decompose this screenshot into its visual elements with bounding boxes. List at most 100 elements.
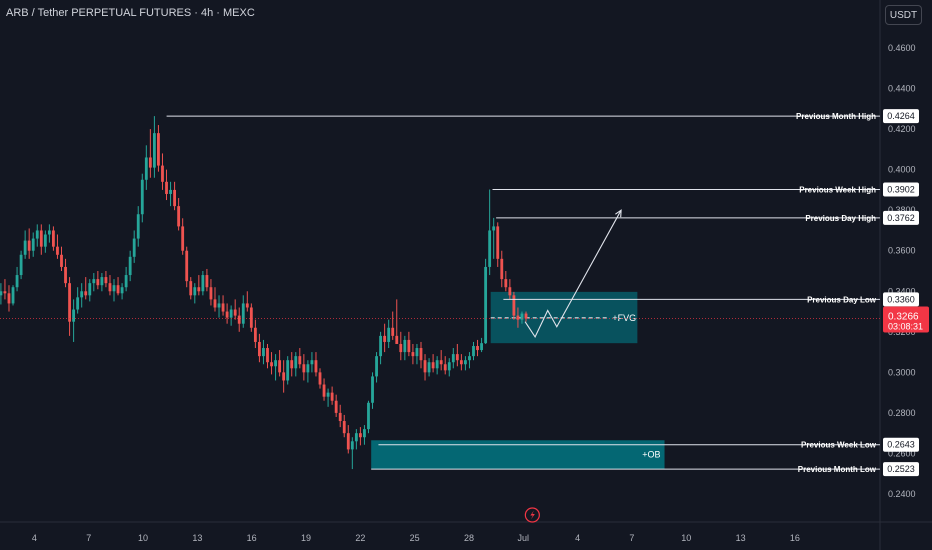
level-price: 0.2643	[887, 440, 915, 450]
level-price-tag	[883, 109, 919, 124]
candle	[181, 218, 185, 255]
candle	[80, 283, 84, 308]
candle-body	[177, 206, 181, 227]
candle	[459, 354, 463, 371]
y-tick-label: 0.3000	[888, 367, 916, 377]
candle-body	[241, 303, 245, 324]
ob-label: +OB	[642, 450, 660, 460]
y-tick-label: 0.4000	[888, 165, 916, 175]
candle	[476, 339, 479, 357]
level-price-tag	[883, 210, 919, 225]
candle	[310, 352, 314, 373]
candle	[480, 337, 483, 353]
candle-body	[443, 364, 447, 371]
level-previous-month-low: Previous Month Low 0.2523	[371, 462, 919, 477]
candle-body	[229, 309, 233, 318]
candle-body	[326, 392, 330, 397]
candle	[72, 299, 76, 342]
candle-body	[346, 433, 350, 450]
candle-body	[391, 327, 395, 336]
candle	[415, 343, 419, 365]
candle-body	[213, 299, 217, 308]
candle	[39, 224, 43, 255]
fvg-label: +FVG	[612, 313, 636, 323]
level-price-tag	[883, 182, 919, 197]
candle-body	[520, 313, 524, 320]
level-price: 0.2523	[887, 464, 915, 474]
candle-body	[233, 309, 237, 316]
level-name: Previous Week High	[799, 186, 876, 195]
levels-layer: Previous Month High 0.4264 Previous Week H…	[166, 109, 919, 477]
candle	[423, 354, 427, 381]
candle	[484, 258, 488, 344]
candle	[496, 222, 500, 267]
candle-body	[112, 285, 116, 292]
level-previous-day-low: Previous Day Low 0.3360	[503, 292, 919, 307]
candle-body	[375, 356, 378, 377]
candle	[92, 273, 96, 292]
candle	[427, 358, 431, 377]
currency-button[interactable]: USDT	[885, 5, 922, 25]
candle	[395, 299, 399, 344]
candle-body	[459, 360, 463, 365]
candle-body	[108, 283, 112, 292]
candle	[411, 343, 415, 365]
bar-countdown: 03:08:31	[888, 321, 923, 331]
candle-body	[7, 293, 11, 304]
candle	[112, 279, 116, 302]
candle	[128, 250, 132, 282]
candle	[52, 226, 55, 251]
candle-body	[68, 283, 71, 322]
projection-path	[524, 209, 622, 339]
candle	[302, 354, 306, 381]
candle-body	[35, 230, 39, 239]
candle-body	[399, 343, 403, 353]
candle-body	[253, 327, 257, 342]
candle-body	[278, 360, 282, 373]
candle	[298, 348, 302, 369]
candle	[520, 311, 524, 324]
candle-body	[504, 279, 508, 288]
candle	[11, 285, 15, 306]
candle-body	[128, 256, 132, 276]
candle	[500, 250, 504, 288]
candle-body	[322, 384, 326, 397]
symbol-title[interactable]: ARB / Tether PERPETUAL FUTURES · 4h · ME…	[6, 7, 255, 19]
x-tick-label: Jul	[518, 533, 530, 543]
candle	[108, 275, 112, 296]
candle	[455, 343, 459, 367]
candle-body	[464, 360, 467, 365]
level-price: 0.3902	[887, 185, 915, 195]
current-price: 0.3266	[888, 311, 919, 322]
lightning-icon-bolt	[530, 510, 535, 520]
candle-body	[197, 287, 201, 292]
x-tick-label: 4	[575, 533, 580, 543]
time-axis[interactable]: 4 7 10 13 16 19 22 25 28 Jul 4 7 10 13 16	[0, 521, 932, 543]
candle	[27, 228, 31, 259]
candle-body	[60, 254, 63, 267]
lightning-icon[interactable]	[524, 507, 540, 523]
candle	[439, 350, 443, 371]
level-name: Previous Week Low	[801, 441, 877, 450]
candle-body	[88, 283, 92, 296]
y-tick-label: 0.3400	[888, 286, 916, 296]
level-previous-day-high: Previous Day High 0.3762	[496, 210, 919, 225]
candle-body	[152, 133, 156, 168]
candle-body	[225, 311, 229, 318]
candle-body	[245, 303, 249, 308]
candle-body	[395, 335, 399, 344]
candle	[508, 279, 512, 300]
level-previous-week-high: Previous Week High 0.3902	[492, 182, 919, 197]
candle	[274, 354, 277, 381]
candle	[197, 275, 201, 296]
candle-body	[508, 287, 512, 296]
candle	[399, 331, 403, 361]
candle	[334, 394, 338, 417]
candle	[367, 400, 370, 434]
candle-body	[140, 179, 144, 215]
candle	[241, 295, 245, 328]
candle	[100, 273, 104, 292]
candle	[294, 352, 298, 377]
candle	[60, 246, 63, 271]
